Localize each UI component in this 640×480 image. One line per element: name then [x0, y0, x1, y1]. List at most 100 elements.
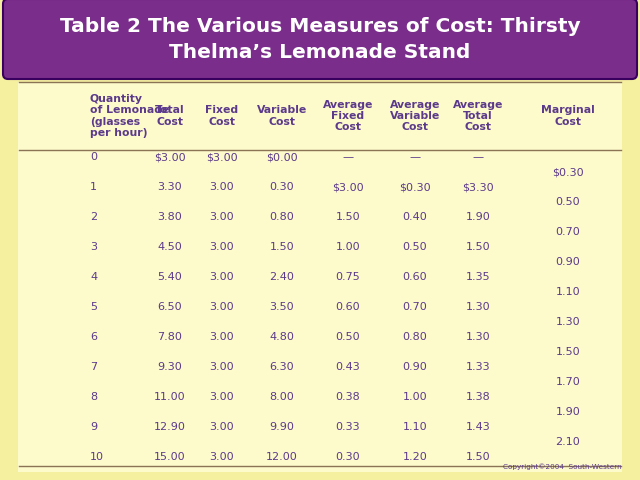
Text: 15.00: 15.00 [154, 452, 186, 462]
Text: 0.80: 0.80 [403, 332, 428, 342]
Text: Table 2 The Various Measures of Cost: Thirsty: Table 2 The Various Measures of Cost: Th… [60, 16, 580, 36]
Text: 3: 3 [90, 242, 97, 252]
Text: $3.00: $3.00 [206, 153, 238, 162]
Text: 0.38: 0.38 [335, 392, 360, 402]
Text: 9: 9 [90, 421, 97, 432]
Text: 3.00: 3.00 [210, 242, 234, 252]
Text: Average
Total
Cost: Average Total Cost [453, 100, 503, 132]
Text: 0.60: 0.60 [336, 302, 360, 312]
Text: $0.00: $0.00 [266, 153, 298, 162]
Text: $0.30: $0.30 [399, 182, 431, 192]
Text: 1.33: 1.33 [466, 362, 490, 372]
Text: 1.90: 1.90 [556, 407, 580, 417]
Text: 10: 10 [90, 452, 104, 462]
FancyBboxPatch shape [3, 0, 637, 79]
Text: 4.80: 4.80 [269, 332, 294, 342]
Text: 2.40: 2.40 [269, 272, 294, 282]
Text: 1.50: 1.50 [336, 212, 360, 222]
Text: 3.00: 3.00 [210, 272, 234, 282]
Text: 3.00: 3.00 [210, 212, 234, 222]
Text: 1.50: 1.50 [466, 452, 490, 462]
Text: 1.00: 1.00 [336, 242, 360, 252]
Text: 1: 1 [90, 182, 97, 192]
Text: Copyright©2004  South-Western: Copyright©2004 South-Western [504, 463, 622, 470]
Text: 3.00: 3.00 [210, 182, 234, 192]
Text: —: — [410, 153, 420, 162]
Text: 0.75: 0.75 [335, 272, 360, 282]
Text: 3.00: 3.00 [210, 362, 234, 372]
Text: $3.00: $3.00 [332, 182, 364, 192]
Text: 3.50: 3.50 [269, 302, 294, 312]
Text: Average
Fixed
Cost: Average Fixed Cost [323, 100, 373, 132]
Text: 2.10: 2.10 [556, 437, 580, 446]
Text: Total
Cost: Total Cost [155, 106, 185, 127]
Text: 3.00: 3.00 [210, 332, 234, 342]
Text: 11.00: 11.00 [154, 392, 186, 402]
Text: 9.90: 9.90 [269, 421, 294, 432]
Text: 1.00: 1.00 [403, 392, 428, 402]
Text: 1.70: 1.70 [556, 377, 580, 387]
Text: 7: 7 [90, 362, 97, 372]
Text: 0.30: 0.30 [336, 452, 360, 462]
FancyBboxPatch shape [18, 82, 622, 472]
Text: 0.70: 0.70 [556, 227, 580, 237]
Text: Variable
Cost: Variable Cost [257, 106, 307, 127]
Text: 1.43: 1.43 [466, 421, 490, 432]
Text: 5: 5 [90, 302, 97, 312]
Text: 6.30: 6.30 [269, 362, 294, 372]
Text: —: — [472, 153, 484, 162]
Text: 3.00: 3.00 [210, 421, 234, 432]
Text: 0.60: 0.60 [403, 272, 428, 282]
Text: 4.50: 4.50 [157, 242, 182, 252]
Text: 1.30: 1.30 [556, 317, 580, 327]
Text: 0.50: 0.50 [403, 242, 428, 252]
Text: 1.50: 1.50 [466, 242, 490, 252]
Text: Marginal
Cost: Marginal Cost [541, 106, 595, 127]
Text: 12.90: 12.90 [154, 421, 186, 432]
Text: 0.50: 0.50 [336, 332, 360, 342]
Text: 9.30: 9.30 [157, 362, 182, 372]
Text: 1.20: 1.20 [403, 452, 428, 462]
Text: 0.90: 0.90 [556, 257, 580, 267]
Text: Average
Variable
Cost: Average Variable Cost [390, 100, 440, 132]
Text: 1.90: 1.90 [466, 212, 490, 222]
Text: 3.30: 3.30 [157, 182, 182, 192]
Text: 2: 2 [90, 212, 97, 222]
Text: 3.00: 3.00 [210, 452, 234, 462]
Text: 1.35: 1.35 [466, 272, 490, 282]
Text: 6.50: 6.50 [157, 302, 182, 312]
Text: 1.50: 1.50 [269, 242, 294, 252]
Text: —: — [342, 153, 353, 162]
Text: 1.30: 1.30 [466, 332, 490, 342]
Text: $0.30: $0.30 [552, 168, 584, 178]
Text: 1.38: 1.38 [466, 392, 490, 402]
Text: 1.10: 1.10 [556, 287, 580, 297]
Text: 8: 8 [90, 392, 97, 402]
Text: 0.90: 0.90 [403, 362, 428, 372]
Text: 4: 4 [90, 272, 97, 282]
Text: 0.40: 0.40 [403, 212, 428, 222]
Text: 3.00: 3.00 [210, 392, 234, 402]
Text: 0.33: 0.33 [336, 421, 360, 432]
Text: 5.40: 5.40 [157, 272, 182, 282]
Text: 0.80: 0.80 [269, 212, 294, 222]
Text: 1.10: 1.10 [403, 421, 428, 432]
Text: 8.00: 8.00 [269, 392, 294, 402]
Text: 1.50: 1.50 [556, 347, 580, 357]
Text: 1.30: 1.30 [466, 302, 490, 312]
Text: 12.00: 12.00 [266, 452, 298, 462]
Text: 6: 6 [90, 332, 97, 342]
Text: Quantity
of Lemonade
(glasses
per hour): Quantity of Lemonade (glasses per hour) [90, 94, 170, 138]
Text: 0.50: 0.50 [556, 197, 580, 207]
Text: 0.30: 0.30 [269, 182, 294, 192]
Text: 3.00: 3.00 [210, 302, 234, 312]
Text: 7.80: 7.80 [157, 332, 182, 342]
Text: 0.43: 0.43 [335, 362, 360, 372]
Text: 0: 0 [90, 153, 97, 162]
Text: $3.30: $3.30 [462, 182, 494, 192]
Text: $3.00: $3.00 [154, 153, 186, 162]
Text: 3.80: 3.80 [157, 212, 182, 222]
Text: 0.70: 0.70 [403, 302, 428, 312]
Text: Fixed
Cost: Fixed Cost [205, 106, 239, 127]
Text: Thelma’s Lemonade Stand: Thelma’s Lemonade Stand [170, 43, 470, 61]
